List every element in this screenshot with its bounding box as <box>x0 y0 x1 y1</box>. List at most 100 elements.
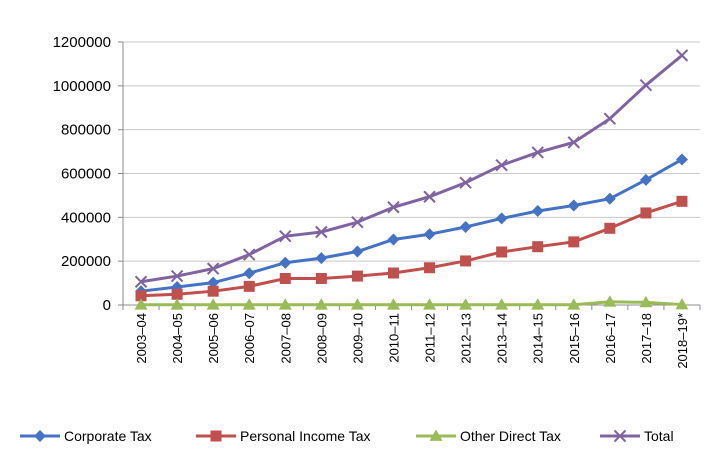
data-point <box>603 112 617 125</box>
x-tick-label: 2003–04 <box>134 313 149 364</box>
data-point <box>171 288 183 300</box>
x-tick-label: 2018–19* <box>675 313 690 369</box>
data-point <box>170 298 184 310</box>
x-tick-label: 2017–18 <box>639 313 654 364</box>
x-tick-label: 2008–09 <box>314 313 329 364</box>
legend: Corporate Tax Personal Income Tax Other Di… <box>20 428 674 444</box>
data-point-stroke <box>613 429 627 443</box>
y-axis-tick-labels: 0 200000 400000 600000 800000 1000000 1200000 <box>53 34 111 314</box>
data-point <box>495 298 509 310</box>
data-point <box>424 262 436 274</box>
series-corporate-tax <box>135 153 688 298</box>
legend-item: Total <box>600 428 674 444</box>
series-line <box>141 300 683 307</box>
legend-item: Personal Income Tax <box>196 428 370 444</box>
data-point-stroke <box>567 136 580 149</box>
data-point <box>242 298 256 310</box>
data-point <box>206 298 220 310</box>
x-tick-label: 2012–13 <box>459 313 474 364</box>
data-point <box>170 269 184 283</box>
x-tick-label: 2006–07 <box>242 313 257 364</box>
series-line <box>140 199 683 298</box>
data-point-stroke <box>134 275 148 288</box>
data-point <box>34 430 46 442</box>
series-personal-income-tax <box>135 195 688 302</box>
data-point <box>315 252 328 265</box>
series-lines <box>134 49 689 310</box>
data-point <box>207 285 219 297</box>
data-point <box>387 267 399 279</box>
data-point <box>567 199 580 212</box>
data-point <box>603 295 617 307</box>
data-point-stroke <box>603 112 617 125</box>
data-point <box>459 220 472 233</box>
data-point <box>279 272 291 284</box>
data-point <box>387 201 400 214</box>
data-point <box>350 298 364 310</box>
data-point <box>315 225 328 239</box>
data-point <box>496 246 508 258</box>
x-axis-tick-labels: 2003–04 2004–05 2005–06 2006–07 2007–08 2008–… <box>134 313 690 369</box>
data-point <box>676 195 688 207</box>
data-point <box>532 241 544 253</box>
series-line <box>140 158 683 293</box>
data-point <box>207 276 220 289</box>
data-point <box>279 256 292 269</box>
legend-label: Total <box>644 428 674 444</box>
data-point <box>243 248 256 261</box>
x-tick-label: 2005–06 <box>206 313 221 364</box>
data-point <box>134 275 148 288</box>
gridlines <box>123 41 700 262</box>
data-point <box>351 215 364 229</box>
data-point <box>567 298 581 310</box>
data-point <box>639 295 653 308</box>
y-tick-label: 800000 <box>61 122 111 139</box>
data-point <box>429 429 443 441</box>
data-point <box>460 255 472 267</box>
data-point-stroke <box>423 190 436 203</box>
x-tick-label: 2015–16 <box>567 313 582 364</box>
y-tick-label: 1200000 <box>53 34 111 51</box>
y-tick-label: 0 <box>103 297 111 314</box>
data-point <box>387 233 400 246</box>
data-point <box>675 298 689 310</box>
data-point <box>134 298 148 310</box>
data-point <box>531 298 545 310</box>
data-point <box>639 78 653 92</box>
x-tick-label: 2004–05 <box>170 313 185 364</box>
legend-label: Other Direct Tax <box>460 428 561 444</box>
legend-label: Personal Income Tax <box>240 428 370 444</box>
data-point <box>135 290 147 302</box>
legend-item: Other Direct Tax <box>416 428 561 444</box>
data-point <box>604 222 616 234</box>
x-tick-label: 2011–12 <box>423 313 438 363</box>
x-tick-label: 2016–17 <box>603 313 618 364</box>
y-tick-label: 600000 <box>61 166 111 183</box>
data-point <box>495 212 508 225</box>
data-point-stroke <box>459 176 472 189</box>
x-tick-label: 2007–08 <box>278 313 293 364</box>
data-point <box>531 204 544 217</box>
data-point-stroke <box>531 146 544 159</box>
data-point <box>423 298 437 310</box>
data-point <box>603 192 616 205</box>
data-point <box>351 245 364 258</box>
x-tick-label: 2014–15 <box>531 313 546 364</box>
data-point-stroke <box>387 201 400 214</box>
data-point-stroke <box>170 269 184 283</box>
data-point <box>243 280 255 292</box>
data-point <box>531 146 544 159</box>
y-tick-label: 1000000 <box>53 78 111 95</box>
data-point-stroke <box>279 229 292 243</box>
data-point <box>567 136 580 149</box>
data-point-stroke <box>675 49 689 62</box>
data-point-stroke <box>639 78 653 92</box>
legend-item: Corporate Tax <box>20 428 152 444</box>
data-point <box>495 158 508 172</box>
data-point <box>640 207 652 219</box>
x-tick-label: 2009–10 <box>350 313 365 364</box>
data-point-stroke <box>495 158 508 172</box>
data-point-stroke <box>243 248 256 261</box>
